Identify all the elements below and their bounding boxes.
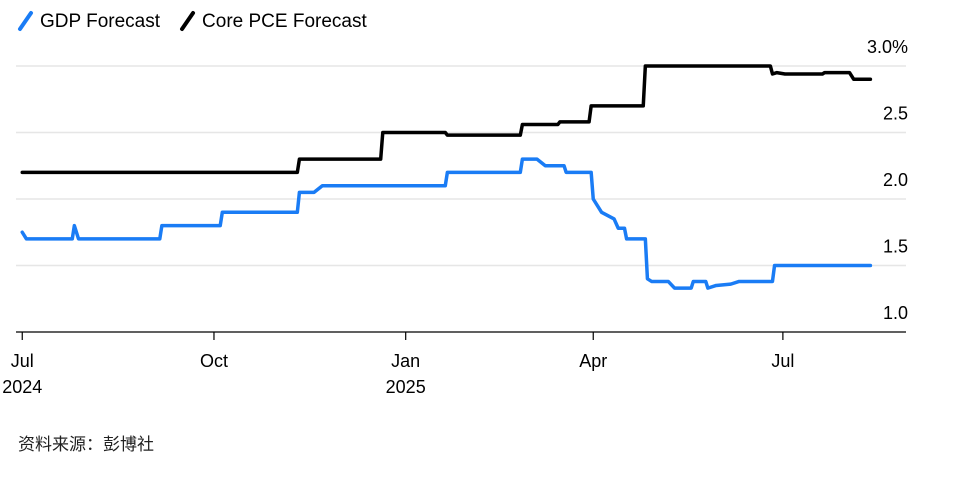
series-line-gdp-forecast	[20, 157, 873, 290]
x-axis: Jul 2024 Oct Jan 2025 Apr Jul	[2, 331, 906, 397]
x-tick-year-label: 2025	[386, 377, 426, 397]
legend-label: Core PCE Forecast	[202, 11, 367, 32]
source-note: 资料来源：彭博社	[18, 435, 154, 455]
gridlines	[16, 65, 906, 267]
y-tick-label: 2.0	[883, 170, 908, 190]
series-lines	[20, 64, 873, 290]
y-tick-label: 3.0%	[867, 37, 908, 57]
x-tick-label: Jul	[771, 351, 794, 371]
x-tick-year-label: 2024	[2, 377, 42, 397]
series-line-core-pce-forecast	[20, 64, 873, 175]
y-tick-label: 1.0	[883, 303, 908, 323]
legend-swatch	[180, 11, 196, 31]
x-tick-label: Jan	[391, 351, 420, 371]
legend-label: GDP Forecast	[40, 11, 161, 32]
x-tick-label: Apr	[579, 351, 607, 371]
legend-item-core-pce-forecast: Core PCE Forecast	[180, 11, 367, 32]
y-tick-label: 1.5	[883, 237, 908, 257]
legend-swatch	[18, 11, 33, 31]
legend: GDP Forecast Core PCE Forecast	[18, 11, 367, 32]
y-axis: 1.0 1.5 2.0 2.5 3.0%	[867, 37, 908, 323]
legend-item-gdp-forecast: GDP Forecast	[18, 11, 161, 32]
x-tick-label: Oct	[200, 351, 228, 371]
y-tick-label: 2.5	[883, 104, 908, 124]
x-tick-label: Jul	[11, 351, 34, 371]
